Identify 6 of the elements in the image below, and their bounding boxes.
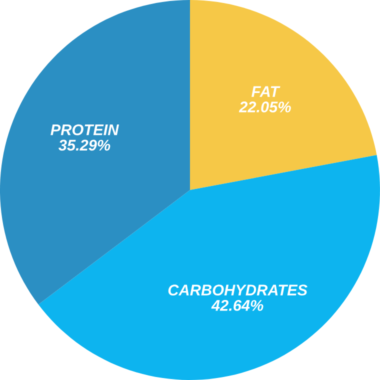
- slice-label: PROTEIN: [50, 124, 120, 136]
- data-label: 22.05%: [238, 102, 291, 112]
- data-label: 35.29%: [58, 140, 110, 151]
- slice-label: CARBOHYDRATES: [168, 284, 308, 296]
- data-label: 42.64%: [211, 300, 264, 311]
- slice-label: FAT: [252, 86, 280, 97]
